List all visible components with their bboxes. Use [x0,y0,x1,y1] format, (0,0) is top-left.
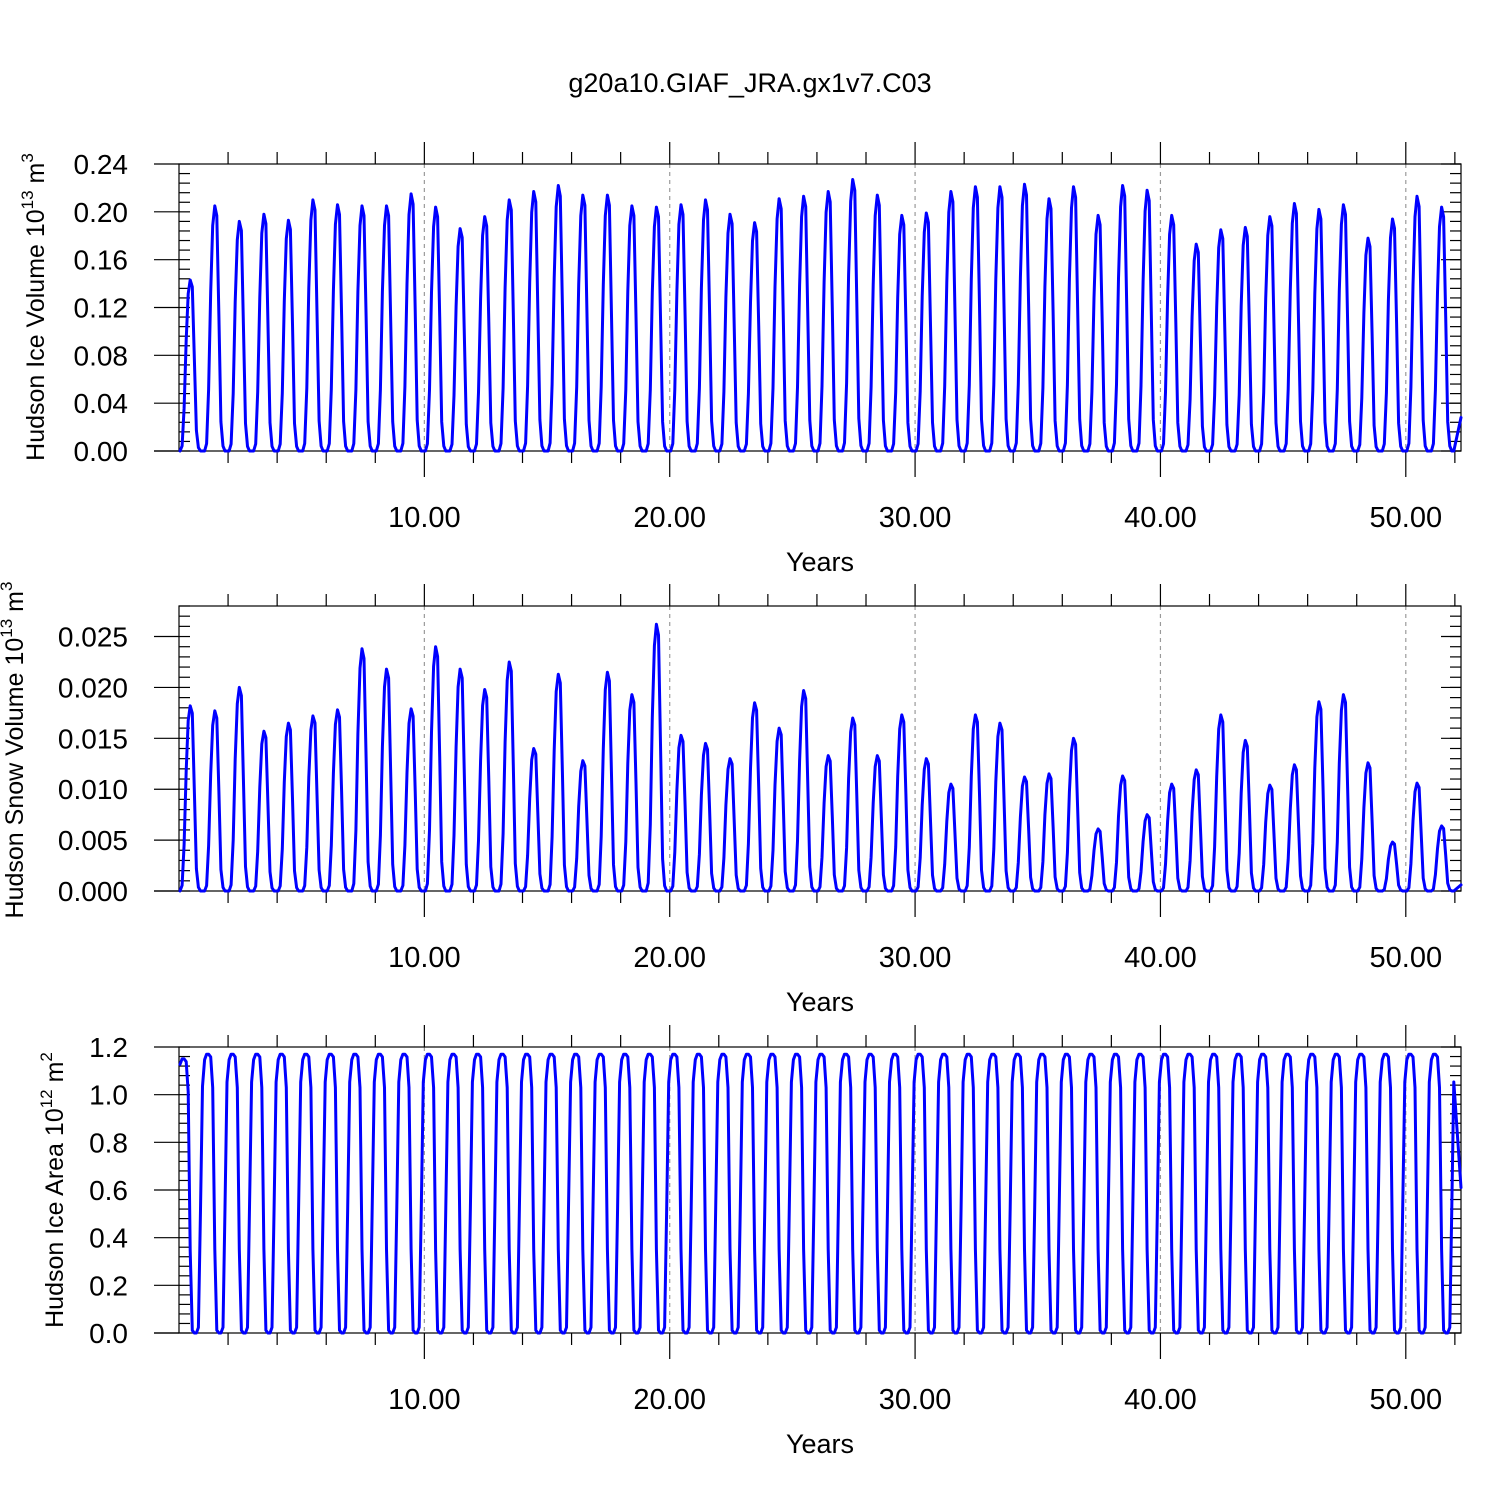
x-tick-label: 30.00 [879,942,952,974]
x-tick-label: 40.00 [1124,1384,1197,1416]
x-tick-label: 50.00 [1370,942,1443,974]
panel-top: 0.00 0.04 0.08 0.12 0.16 0.20 0.24 10.00 20.00 30… [18,142,1463,577]
panel-middle: 0.000 0.005 0.010 0.015 0.020 0.025 10.00 20.00… [0,582,1463,1017]
y-tick-label: 1.2 [89,1032,128,1063]
x-tick-label: 20.00 [633,942,706,974]
x-tick-label: 40.00 [1124,942,1197,974]
x-axis-label: Years [786,547,854,577]
y-tick-label: 0.010 [58,774,128,805]
y-tick-label: 0.025 [58,622,128,653]
x-tick-label: 30.00 [879,1384,952,1416]
y-tick-label: 0.2 [89,1270,128,1301]
x-tick-label: 20.00 [633,1384,706,1416]
y-tick-label: 0.00 [74,436,129,467]
y-tick-label: 0.005 [58,825,128,856]
series-line [178,1052,1463,1335]
y-tick-label: 0.12 [74,293,129,324]
y-tick-label: 0.04 [74,388,129,419]
y-tick-label: 0.16 [74,245,129,276]
y-tick-label: 0.4 [89,1223,128,1254]
y-axis-label: Hudson Snow Volume 1013 m3 [0,582,29,919]
plot-frame [178,605,1462,892]
y-tick-label: 0.000 [58,876,128,907]
y-tick-label: 0.24 [74,149,129,180]
y-tick-label: 0.0 [89,1318,128,1349]
series-line [178,178,1463,453]
x-tick-label: 50.00 [1370,1384,1443,1416]
figure-title: g20a10.GIAF_JRA.gx1v7.C03 [568,68,931,98]
x-axis-label: Years [786,1429,854,1459]
series-line [178,622,1463,893]
y-tick-label: 0.6 [89,1175,128,1206]
y-tick-label: 0.8 [89,1127,128,1158]
x-axis-label: Years [786,987,854,1017]
x-tick-label: 20.00 [633,502,706,534]
y-tick-label: 0.020 [58,672,128,703]
x-tick-label: 40.00 [1124,502,1197,534]
y-tick-label: 0.08 [74,340,129,371]
x-tick-label: 30.00 [879,502,952,534]
y-tick-label: 1.0 [89,1080,128,1111]
y-axis-label: Hudson Ice Area 1012 m2 [37,1052,69,1328]
x-tick-label: 10.00 [388,942,461,974]
x-tick-label: 50.00 [1370,502,1443,534]
y-tick-label: 0.20 [74,197,129,228]
x-tick-label: 10.00 [388,1384,461,1416]
y-tick-label: 0.015 [58,723,128,754]
panel-bottom: 0.0 0.2 0.4 0.6 0.8 1.0 1.2 10.00 20.00 30.00 40.0… [37,1025,1463,1459]
x-tick-label: 10.00 [388,502,461,534]
y-axis-label: Hudson Ice Volume 1013 m3 [18,153,50,461]
